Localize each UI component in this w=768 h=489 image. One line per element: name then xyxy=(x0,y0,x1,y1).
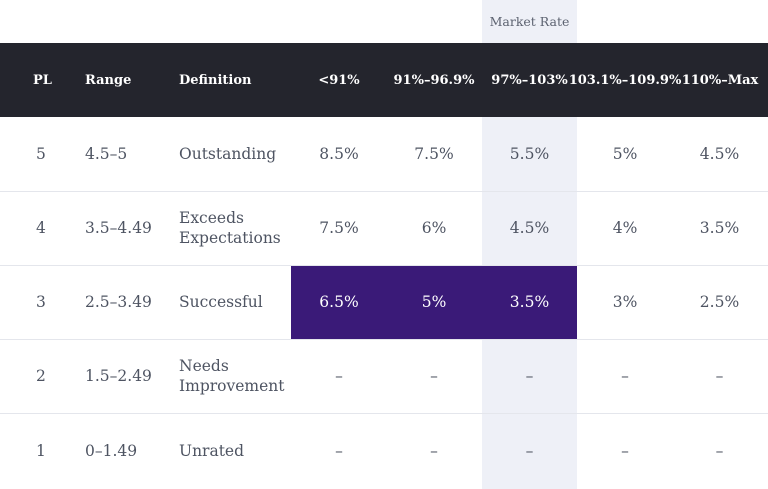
cell-definition: Exceeds Expectations xyxy=(179,191,281,265)
table-header xyxy=(0,43,768,117)
cell-rate: 6% xyxy=(421,218,447,237)
cell-definition: Needs Improvement xyxy=(179,339,285,413)
cell-rate: – xyxy=(621,441,629,460)
row-divider xyxy=(0,339,768,340)
cell-pl: 2 xyxy=(36,366,46,385)
row-divider xyxy=(0,191,768,192)
cell-range: 0–1.49 xyxy=(85,441,138,460)
cell-rate: – xyxy=(715,441,724,460)
cell-pl: 5 xyxy=(36,144,46,163)
definition-line: Exceeds xyxy=(179,208,244,227)
cell-rate: – xyxy=(621,366,629,385)
header-below-91: <91% xyxy=(318,72,360,88)
cell-rate: 5.5% xyxy=(509,144,550,163)
cell-rate: – xyxy=(430,441,438,460)
definition-line: Needs xyxy=(179,356,229,375)
cell-rate: 5% xyxy=(421,292,447,311)
cell-rate: 5% xyxy=(612,144,638,163)
cell-rate: 6.5% xyxy=(319,292,359,311)
cell-rate: – xyxy=(525,441,534,460)
cell-rate: 2.5% xyxy=(699,292,740,311)
cell-rate: 4% xyxy=(612,218,638,237)
row-divider xyxy=(0,413,768,414)
cell-rate: – xyxy=(430,366,438,385)
header-110-max: 110%–Max xyxy=(681,72,759,88)
cell-definition: Successful xyxy=(179,265,263,339)
cell-rate: – xyxy=(715,366,724,385)
current-rating-highlight xyxy=(291,266,577,339)
market-rate-label: Market Rate xyxy=(482,0,577,43)
cell-range: 3.5–4.49 xyxy=(85,218,152,237)
cell-rate: 3.5% xyxy=(699,218,740,237)
cell-rate: 8.5% xyxy=(319,144,359,163)
definition-line: Unrated xyxy=(179,441,245,460)
cell-definition: Outstanding xyxy=(179,117,276,191)
cell-rate: 7.5% xyxy=(319,218,359,237)
cell-range: 2.5–3.49 xyxy=(85,292,152,311)
definition-line: Improvement xyxy=(179,377,285,395)
cell-pl: 3 xyxy=(36,292,46,311)
row-divider xyxy=(0,265,768,266)
cell-definition: Unrated xyxy=(179,413,244,489)
cell-rate: 7.5% xyxy=(414,144,454,163)
header-pl: PL xyxy=(33,72,52,88)
cell-pl: 1 xyxy=(36,441,46,460)
cell-rate: – xyxy=(335,366,343,385)
cell-rate: 3.5% xyxy=(509,292,550,311)
cell-pl: 4 xyxy=(36,218,46,237)
cell-rate: 3% xyxy=(612,292,638,311)
header-97-103: 97%–103% xyxy=(491,72,568,88)
header-range: Range xyxy=(85,72,132,88)
definition-line: Successful xyxy=(179,292,263,311)
cell-rate: 4.5% xyxy=(509,218,550,237)
definition-line: Outstanding xyxy=(179,144,277,163)
header-91-96: 91%–96.9% xyxy=(393,72,475,88)
cell-rate: – xyxy=(525,366,534,385)
cell-range: 1.5–2.49 xyxy=(85,366,152,385)
cell-rate: – xyxy=(335,441,343,460)
header-103-109: 103.1%–109.9% xyxy=(568,72,682,88)
header-definition: Definition xyxy=(179,72,252,88)
cell-range: 4.5–5 xyxy=(85,144,128,163)
cell-rate: 4.5% xyxy=(699,144,740,163)
definition-line: Expectations xyxy=(179,229,281,247)
